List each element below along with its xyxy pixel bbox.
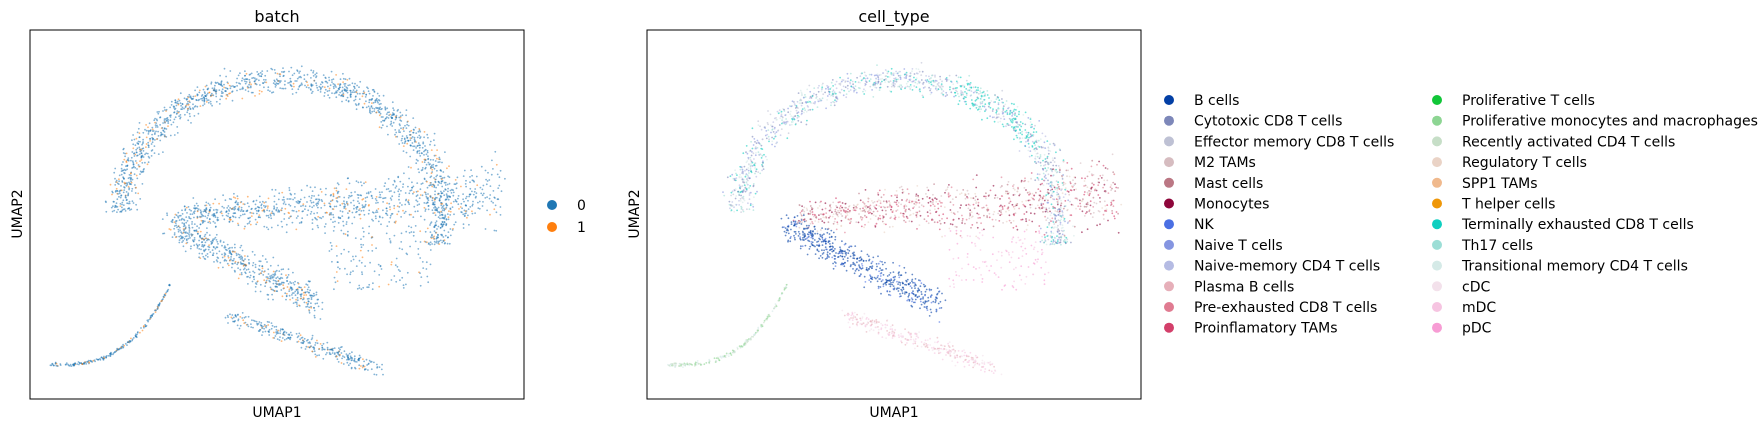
plot-frame-batch bbox=[29, 29, 525, 400]
legend-cell-type-item: Plasma B cells bbox=[1164, 279, 1294, 295]
legend-batch-item-marker bbox=[547, 200, 557, 210]
legend-cell-type-item-label: M2 TAMs bbox=[1194, 155, 1256, 171]
legend-batch-item-label: 1 bbox=[577, 220, 586, 236]
legend-cell-type-item-label: Naive T cells bbox=[1194, 238, 1283, 254]
legend-cell-type-item-label: B cells bbox=[1194, 93, 1239, 109]
panel-batch: batch UMAP1 UMAP2 01 bbox=[10, 7, 586, 421]
legend-cell-type-item-label: Mast cells bbox=[1194, 176, 1263, 192]
legend-cell-type-item: Proinflamatory TAMs bbox=[1164, 321, 1338, 337]
legend-cell-type-item-label: Transitional memory CD4 T cells bbox=[1461, 259, 1688, 275]
legend-cell-type-item: M2 TAMs bbox=[1164, 155, 1256, 171]
legend-cell-type-item: cDC bbox=[1432, 279, 1490, 295]
legend-cell-type-item-marker bbox=[1164, 260, 1174, 271]
legend-cell-type-item: pDC bbox=[1432, 321, 1492, 337]
chart-title-cell-type: cell_type bbox=[858, 7, 929, 27]
legend-cell-type-item-marker bbox=[1432, 260, 1442, 271]
legend-cell-type-item: mDC bbox=[1432, 300, 1496, 316]
legend-cell-type-item: B cells bbox=[1164, 93, 1239, 109]
legend-cell-type-item-marker bbox=[1164, 302, 1174, 312]
legend-cell-type-item: Monocytes bbox=[1164, 197, 1269, 213]
legend-cell-type-item-label: Plasma B cells bbox=[1194, 279, 1294, 295]
legend-cell-type-item-marker bbox=[1164, 219, 1174, 230]
legend-cell-type-item: Transitional memory CD4 T cells bbox=[1432, 259, 1688, 275]
legend-cell-type-item-label: T helper cells bbox=[1461, 197, 1555, 213]
legend-cell-type-item: Naive-memory CD4 T cells bbox=[1164, 259, 1380, 275]
legend-cell-type-item: Mast cells bbox=[1164, 176, 1263, 192]
legend-cell-type-item-marker bbox=[1432, 198, 1442, 209]
legend-cell-type: B cells Cytotoxic CD8 T cells Effector mem… bbox=[1164, 93, 1758, 337]
y-axis-label-cell-type: UMAP2 bbox=[627, 189, 643, 238]
legend-cell-type-item-marker bbox=[1164, 115, 1174, 126]
legend-cell-type-item-label: cDC bbox=[1462, 279, 1490, 295]
legend-cell-type-item: T helper cells bbox=[1432, 197, 1555, 213]
legend-batch-item: 0 bbox=[547, 198, 586, 214]
legend-cell-type-item: Recently activated CD4 T cells bbox=[1432, 134, 1675, 150]
legend-cell-type-item-marker bbox=[1432, 177, 1442, 188]
legend-batch-item-marker bbox=[547, 222, 557, 232]
legend-cell-type-item-marker bbox=[1432, 95, 1442, 105]
legend-cell-type-item-label: Cytotoxic CD8 T cells bbox=[1194, 114, 1342, 130]
legend-cell-type-item: Proliferative monocytes and macrophages bbox=[1432, 114, 1758, 130]
legend-batch-item-label: 0 bbox=[577, 198, 586, 214]
legend-cell-type-item-marker bbox=[1432, 302, 1442, 312]
legend-cell-type-item-label: Th17 cells bbox=[1461, 238, 1533, 254]
legend-cell-type-item-label: Pre-exhausted CD8 T cells bbox=[1194, 300, 1377, 316]
legend-batch: 01 bbox=[547, 198, 586, 236]
legend-cell-type-item-label: Naive-memory CD4 T cells bbox=[1194, 259, 1380, 275]
legend-cell-type-item-label: SPP1 TAMs bbox=[1462, 176, 1538, 192]
legend-cell-type-item-label: Recently activated CD4 T cells bbox=[1462, 134, 1675, 150]
panel-cell-type: cell_type UMAP1 UMAP2 B cells Cytotoxic C… bbox=[627, 7, 1758, 421]
legend-cell-type-item: NK bbox=[1164, 217, 1214, 233]
legend-cell-type-item: Pre-exhausted CD8 T cells bbox=[1164, 300, 1377, 316]
legend-cell-type-item-marker bbox=[1164, 157, 1174, 168]
legend-cell-type-item-marker bbox=[1432, 322, 1442, 333]
legend-cell-type-item-label: Proinflamatory TAMs bbox=[1194, 321, 1338, 337]
legend-cell-type-item: Cytotoxic CD8 T cells bbox=[1164, 114, 1342, 130]
legend-cell-type-item-marker bbox=[1164, 239, 1174, 250]
legend-cell-type-item-marker bbox=[1164, 95, 1174, 105]
legend-cell-type-item-label: Proliferative T cells bbox=[1462, 93, 1595, 109]
legend-cell-type-item-marker bbox=[1432, 157, 1442, 168]
legend-cell-type-item-label: Terminally exhausted CD8 T cells bbox=[1461, 217, 1694, 233]
legend-cell-type-item: Effector memory CD8 T cells bbox=[1164, 134, 1394, 150]
plot-frame-cell-type bbox=[646, 29, 1142, 400]
legend-cell-type-item-label: Monocytes bbox=[1194, 197, 1269, 213]
legend-cell-type-item-label: pDC bbox=[1462, 321, 1492, 337]
x-axis-label-cell-type: UMAP1 bbox=[869, 405, 918, 421]
legend-cell-type-item-label: mDC bbox=[1462, 300, 1496, 316]
legend-cell-type-item-marker bbox=[1432, 281, 1442, 292]
legend-cell-type-item-label: Regulatory T cells bbox=[1462, 155, 1587, 171]
legend-cell-type-item-marker bbox=[1164, 136, 1174, 147]
legend-cell-type-item-label: Proliferative monocytes and macrophages bbox=[1462, 114, 1758, 130]
legend-cell-type-item-marker bbox=[1164, 322, 1174, 333]
legend-cell-type-item: Proliferative T cells bbox=[1432, 93, 1595, 109]
legend-cell-type-item-marker bbox=[1432, 115, 1442, 126]
legend-cell-type-item-marker bbox=[1432, 219, 1442, 230]
legend-cell-type-item-label: Effector memory CD8 T cells bbox=[1194, 134, 1394, 150]
legend-cell-type-item-marker bbox=[1164, 177, 1174, 188]
legend-cell-type-item-marker bbox=[1164, 198, 1174, 209]
legend-cell-type-item-marker bbox=[1432, 239, 1442, 250]
y-axis-label-batch: UMAP2 bbox=[10, 189, 26, 238]
legend-cell-type-item: Regulatory T cells bbox=[1432, 155, 1587, 171]
legend-cell-type-item-marker bbox=[1164, 281, 1174, 292]
legend-cell-type-item-label: NK bbox=[1194, 217, 1214, 233]
legend-cell-type-item-marker bbox=[1432, 136, 1442, 147]
x-axis-label-batch: UMAP1 bbox=[252, 405, 301, 421]
legend-cell-type-item: SPP1 TAMs bbox=[1432, 176, 1538, 192]
legend-cell-type-item: Terminally exhausted CD8 T cells bbox=[1432, 217, 1694, 233]
scatter-points-batch bbox=[49, 65, 506, 376]
legend-cell-type-item: Th17 cells bbox=[1432, 238, 1533, 254]
legend-batch-item: 1 bbox=[547, 220, 586, 236]
scatter-points-cell-type bbox=[667, 61, 1123, 376]
chart-title-batch: batch bbox=[254, 7, 299, 26]
legend-cell-type-item: Naive T cells bbox=[1164, 238, 1283, 254]
